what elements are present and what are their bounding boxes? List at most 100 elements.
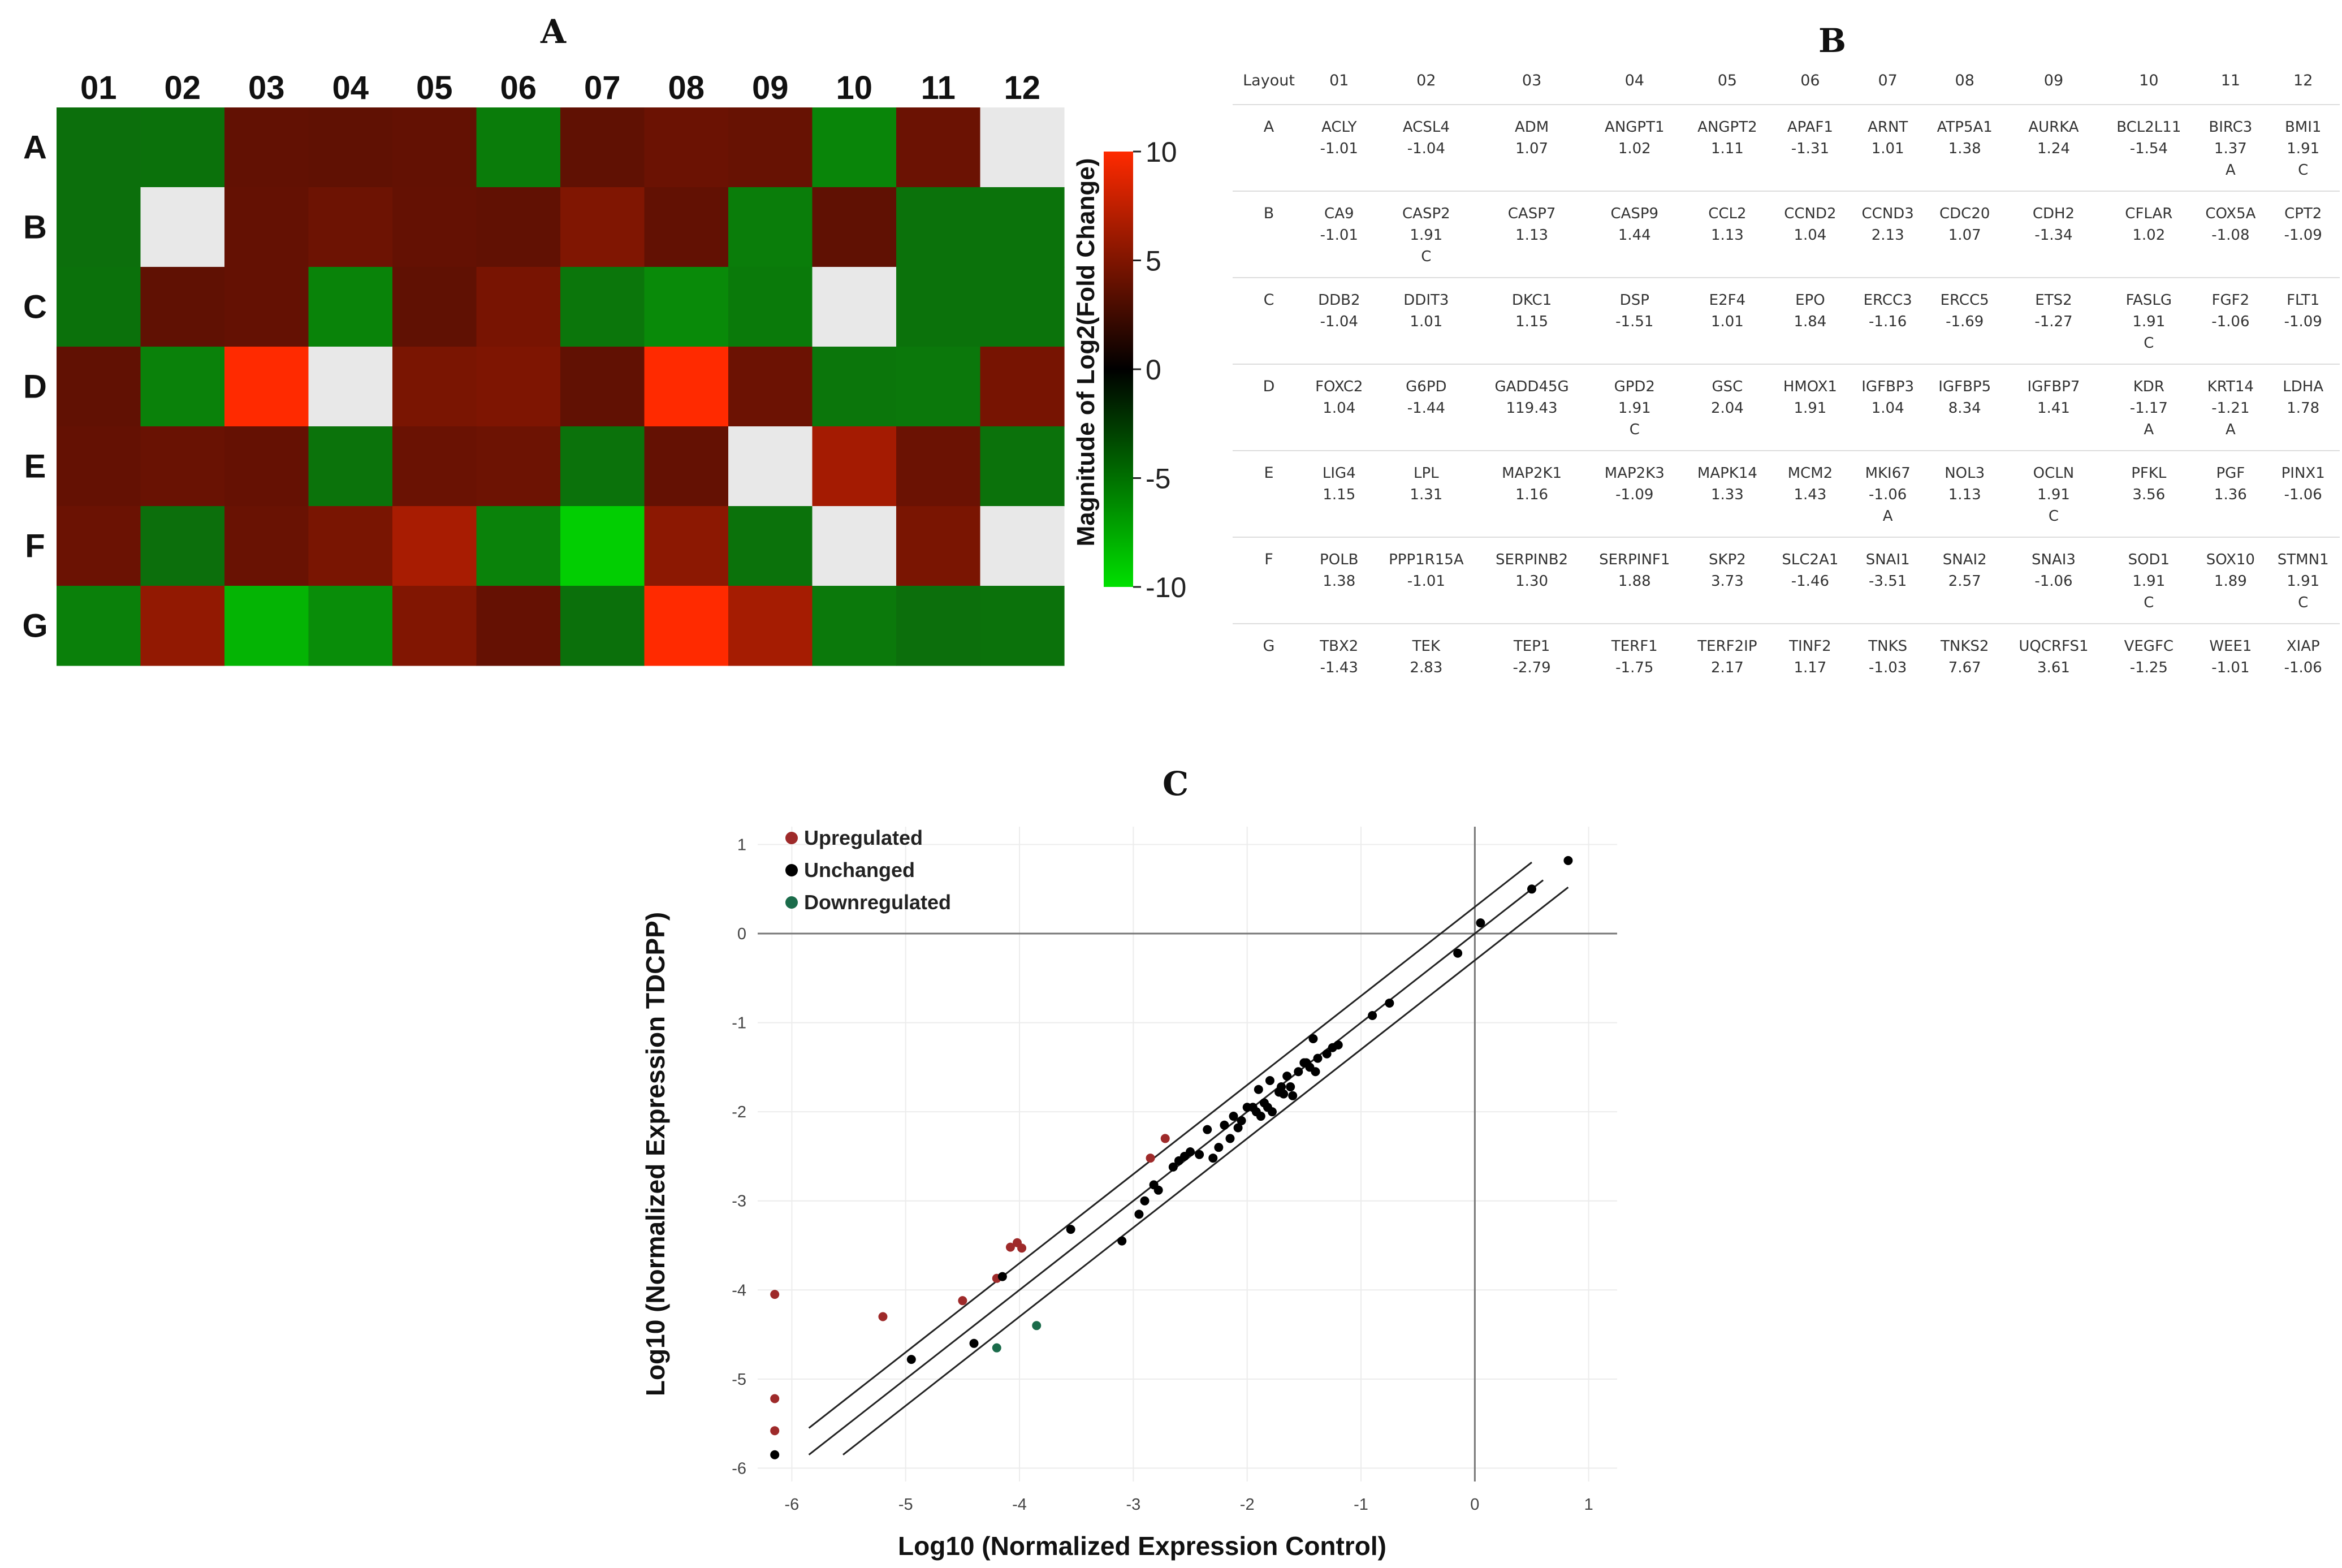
upregulated-point (770, 1426, 780, 1436)
fold-change: 1.01 (1410, 313, 1443, 330)
heatmap-cell (57, 347, 141, 427)
gene-name: TINF2 (1789, 638, 1831, 655)
gene-name: TEK (1412, 638, 1441, 655)
fold-change: -1.27 (2034, 313, 2073, 330)
gene-name: SERPINF1 (1599, 551, 1670, 568)
y-tick-label: 0 (737, 925, 746, 943)
upregulated-point (1005, 1242, 1015, 1252)
gene-cell: LIG4 1.15 (1305, 451, 1373, 538)
heatmap-cell (896, 267, 981, 347)
unchanged-point (1168, 1162, 1178, 1172)
fold-change: -1.46 (1791, 573, 1830, 590)
fold-change: 1.41 (2037, 400, 2070, 417)
gene-cell: BMI1 1.91 C (2266, 105, 2340, 192)
unchanged-point (1203, 1125, 1212, 1134)
gene-cell: E2F4 1.01 (1684, 278, 1770, 365)
gene-name: PINX1 (2281, 465, 2325, 482)
panel-b-label: B (1818, 21, 1847, 60)
fold-change: 1.84 (1794, 313, 1827, 330)
gene-name: IGFBP7 (2027, 378, 2080, 395)
gene-cell: IGFBP5 8.34 (1925, 364, 2004, 451)
colorbar-tick-label: 0 (1146, 354, 1161, 386)
fold-change: -1.17 (2129, 400, 2168, 417)
gene-cell: TERF1 -1.75 (1584, 624, 1685, 710)
heatmap-cell (812, 506, 897, 586)
fold-change: 1.13 (1948, 486, 1981, 503)
table-row: D FOXC2 1.04 G6PD -1.44 GADD45G 119.43 GPD2 1.91… (1233, 364, 2340, 451)
heatmap-cell (644, 267, 729, 347)
heatmap-cell (476, 506, 561, 586)
gene-cell: ARNT 1.01 (1850, 105, 1925, 192)
unchanged-point (1308, 1034, 1318, 1043)
fold-change: 1.02 (1618, 140, 1651, 157)
header-column: 06 (1770, 57, 1851, 105)
row-label: A (1233, 105, 1306, 192)
gene-name: PFKL (2131, 465, 2167, 482)
column-label: 02 (164, 70, 201, 106)
gene-cell: ACLY -1.01 (1305, 105, 1373, 192)
heatmap-cell (308, 426, 393, 507)
gene-name: ANGPT1 (1605, 119, 1665, 136)
upregulated-point (1017, 1243, 1027, 1253)
heatmap-cell (980, 347, 1065, 427)
fold-change: -1.06 (2211, 313, 2250, 330)
heatmap-cell (980, 107, 1065, 188)
comment-flag: C (2144, 594, 2154, 611)
heatmap-cell (57, 267, 141, 347)
column-label: 04 (332, 70, 369, 106)
gene-cell: ANGPT1 1.02 (1584, 105, 1685, 192)
heatmap-cell (728, 267, 813, 347)
gene-name: MAP2K1 (1502, 465, 1562, 482)
heatmap-cell (896, 347, 981, 427)
colorbar-tick-label: 10 (1146, 136, 1177, 168)
heatmap-cell (728, 426, 813, 507)
unchanged-point (969, 1338, 979, 1348)
gene-name: CCND2 (1784, 205, 1837, 222)
gene-cell: CFLAR 1.02 (2103, 191, 2195, 278)
y-tick-label: -1 (732, 1014, 746, 1033)
fold-change: 1.31 (1410, 486, 1443, 503)
gene-cell: XIAP -1.06 (2266, 624, 2340, 710)
heatmap-cell (560, 586, 645, 666)
unchanged-point (1265, 1076, 1274, 1086)
heatmap-cell (57, 506, 141, 586)
fold-change: -1.01 (1407, 573, 1445, 590)
colorbar-label: Magnitude of Log2(Fold Change) (1072, 158, 1100, 547)
gene-name: MAP2K3 (1604, 465, 1665, 482)
gene-name: NOL3 (1945, 465, 1985, 482)
gene-name: TNKS (1868, 638, 1908, 655)
gene-name: FOXC2 (1315, 378, 1363, 395)
gene-name: TBX2 (1320, 638, 1359, 655)
gene-cell: SLC2A1 -1.46 (1770, 537, 1851, 624)
gene-name: VEGFC (2124, 638, 2174, 655)
gene-name: UQCRFS1 (2019, 638, 2089, 655)
heatmap-cell (224, 187, 309, 267)
x-tick-label: -6 (784, 1496, 799, 1514)
heatmap-cell (560, 506, 645, 586)
gene-cell: LPL 1.31 (1373, 451, 1480, 538)
fold-change: 3.61 (2037, 659, 2070, 676)
gene-cell: WEE1 -1.01 (2194, 624, 2266, 710)
unchanged-point (1333, 1040, 1343, 1049)
colorbar (1104, 152, 1133, 587)
heatmap-cell (812, 107, 897, 188)
heatmap-cell (560, 267, 645, 347)
unchanged-point (1186, 1147, 1195, 1157)
gene-name: LDHA (2283, 378, 2324, 395)
column-label: 01 (80, 70, 117, 106)
gene-cell: BCL2L11 -1.54 (2103, 105, 2195, 192)
gene-cell: ANGPT2 1.11 (1684, 105, 1770, 192)
gene-cell: DDIT3 1.01 (1373, 278, 1480, 365)
gene-cell: TBX2 -1.43 (1305, 624, 1373, 710)
gene-cell: IGFBP7 1.41 (2004, 364, 2103, 451)
fold-change: 1.02 (2132, 227, 2166, 244)
unchanged-point (1233, 1123, 1243, 1133)
heatmap-cell (896, 187, 981, 267)
unchanged-point (1476, 918, 1485, 928)
header-column: 05 (1684, 57, 1770, 105)
heatmap-cell (57, 586, 141, 666)
downregulated-point (992, 1343, 1001, 1353)
reference-line (808, 861, 1532, 1429)
heatmap-cell (308, 347, 393, 427)
unchanged-point (1134, 1210, 1144, 1219)
